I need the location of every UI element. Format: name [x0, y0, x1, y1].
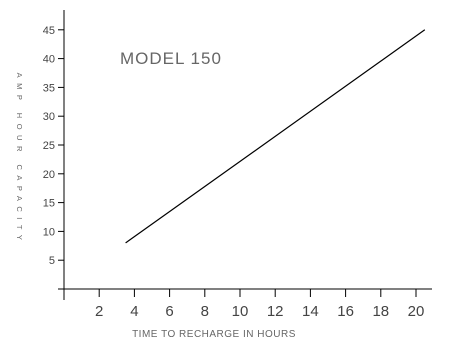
y-tick-label: 15 [43, 198, 55, 210]
axes [58, 10, 432, 300]
x-axis-title: TIME TO RECHARGE IN HOURS [132, 329, 296, 340]
x-tick-label: 12 [267, 303, 284, 320]
y-tick-label: 40 [43, 54, 55, 66]
model-annotation: MODEL 150 [120, 49, 222, 68]
y-ticks: 5 10 15 20 25 30 35 40 45 [43, 25, 64, 267]
x-tick-label: 8 [201, 303, 209, 320]
series-group [125, 29, 426, 244]
x-tick-label: 6 [165, 303, 173, 320]
x-tick-label: 18 [372, 303, 389, 320]
y-tick-label: 45 [43, 25, 55, 37]
x-tick-label: 10 [232, 303, 249, 320]
x-tick-label: 14 [302, 303, 319, 320]
x-tick-label: 4 [130, 303, 138, 320]
x-tick-label: 20 [408, 303, 425, 320]
y-tick-label: 30 [43, 111, 55, 123]
x-tick-label: 2 [95, 303, 103, 320]
x-ticks: 2 4 6 8 10 12 14 16 18 20 [95, 289, 424, 320]
y-tick-label: 35 [43, 82, 55, 94]
y-tick-label: 5 [49, 255, 55, 267]
y-tick-label: 10 [43, 226, 55, 238]
y-tick-label: 25 [43, 140, 55, 152]
y-axis-title: AMP HOUR CAPACITY [15, 73, 24, 246]
x-tick-label: 16 [337, 303, 354, 320]
y-tick-label: 20 [43, 169, 55, 181]
series-line [125, 29, 426, 244]
